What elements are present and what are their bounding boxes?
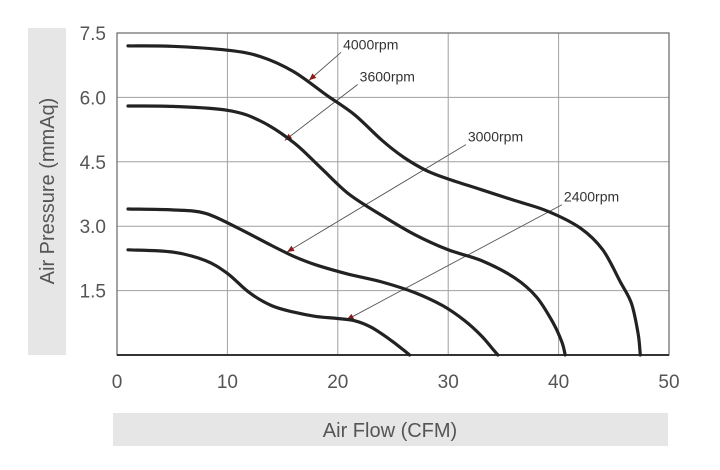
curve-2400rpm: [126, 248, 412, 357]
x-tick-label: 0: [112, 372, 123, 393]
ylabel-band: [28, 28, 66, 355]
tick-labels: 0 10 20 30 40 50 1.5 3.0 4.5 6.0 7.5: [80, 24, 680, 393]
curve-3600rpm: [126, 104, 567, 357]
x-axis-title: Air Flow (CFM): [323, 420, 457, 442]
y-tick-label: 7.5: [80, 24, 106, 45]
leader-arrowhead: [309, 73, 317, 81]
curve-4000rpm: [126, 44, 642, 357]
curve-label-3600rpm: 3600rpm: [360, 69, 415, 85]
grid: [117, 33, 669, 355]
y-axis-title: Air Pressure (mmAq): [37, 98, 59, 285]
curve-label-3000rpm: 3000rpm: [468, 129, 523, 145]
curve-label-4000rpm: 4000rpm: [343, 36, 398, 52]
leader-line: [308, 51, 342, 81]
axes: [116, 32, 670, 356]
y-tick-label: 4.5: [80, 153, 106, 174]
label-leaders: [284, 51, 563, 321]
leader-arrowhead: [287, 245, 295, 252]
curve-labels: 4000rpm 3600rpm 3000rpm 2400rpm: [343, 36, 619, 204]
xlabel-band: [113, 413, 668, 446]
curves: [126, 44, 642, 357]
leader-line: [286, 144, 467, 253]
x-tick-label: 40: [548, 372, 569, 393]
curve-label-2400rpm: 2400rpm: [564, 189, 619, 205]
x-tick-label: 50: [658, 372, 679, 393]
y-tick-label: 1.5: [80, 282, 106, 303]
x-tick-label: 10: [217, 372, 238, 393]
y-tick-label: 3.0: [80, 217, 106, 238]
curve-3000rpm: [126, 207, 500, 357]
leader-line: [346, 204, 563, 321]
x-tick-label: 20: [327, 372, 348, 393]
y-tick-label: 6.0: [80, 88, 106, 109]
x-tick-label: 30: [438, 372, 459, 393]
leader-line: [284, 84, 358, 141]
